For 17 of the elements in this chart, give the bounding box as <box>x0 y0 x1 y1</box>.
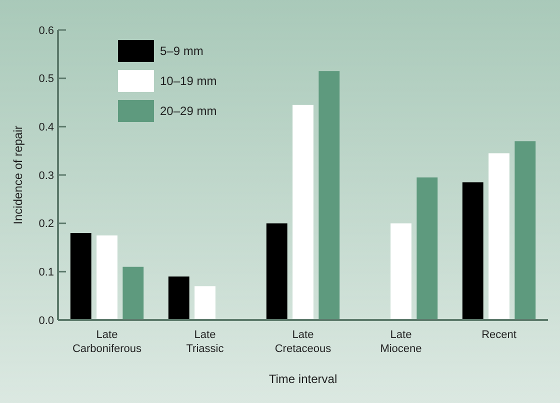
y-tick-label: 0.0 <box>38 314 54 327</box>
y-axis-title: Incidence of repair <box>11 126 25 224</box>
y-tick-label: 0.1 <box>38 266 54 279</box>
x-tick-label: Late Miocene <box>380 329 422 355</box>
y-tick-label: 0.4 <box>38 122 54 134</box>
x-tick-label: Recent <box>482 329 516 341</box>
legend-label: 10–19 mm <box>160 74 217 88</box>
x-axis-title: Time interval <box>268 372 338 386</box>
y-tick-label: 0.5 <box>38 73 54 86</box>
y-tick-label: 0.2 <box>38 218 54 230</box>
x-tick-label: Late Carboniferous <box>72 329 142 355</box>
x-tick-label: Late Triassic <box>186 329 224 355</box>
y-tick-label: 0.6 <box>38 24 54 37</box>
legend-label: 5–9 mm <box>160 44 204 58</box>
legend-label: 20–29 mm <box>160 104 217 118</box>
y-tick-label: 0.3 <box>38 170 54 182</box>
x-tick-label: Late Cretaceous <box>274 329 332 355</box>
